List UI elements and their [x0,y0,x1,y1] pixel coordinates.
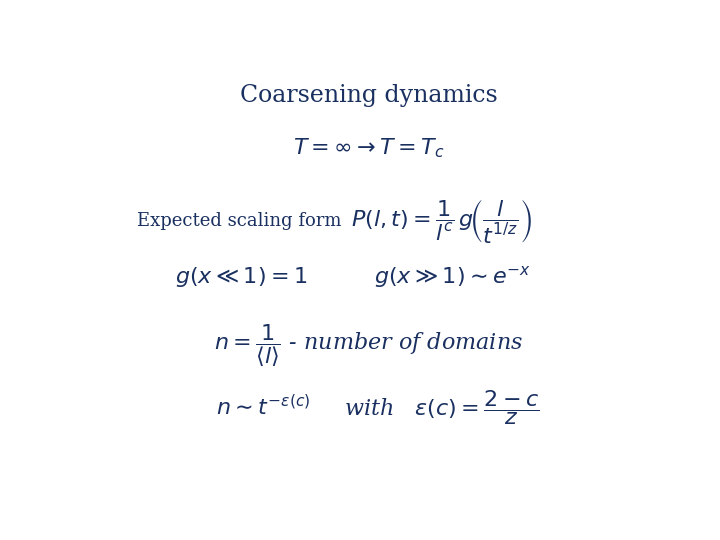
Text: $n{\sim}t^{-\varepsilon(c)}$: $n{\sim}t^{-\varepsilon(c)}$ [216,395,310,421]
Text: Coarsening dynamics: Coarsening dynamics [240,84,498,106]
Text: with   $\varepsilon(c) = \dfrac{2-c}{z}$: with $\varepsilon(c) = \dfrac{2-c}{z}$ [344,388,539,427]
Text: Expected scaling form: Expected scaling form [138,212,342,230]
Text: $T = \infty \rightarrow T = T_c$: $T = \infty \rightarrow T = T_c$ [293,136,445,160]
Text: $g(x \gg 1){\sim}e^{-x}$: $g(x \gg 1){\sim}e^{-x}$ [374,264,531,290]
Text: $P(l,t) = \dfrac{1}{l^c}\,g\!\left(\dfrac{l}{t^{1/z}}\right)$: $P(l,t) = \dfrac{1}{l^c}\,g\!\left(\dfra… [351,197,532,245]
Text: $n = \dfrac{1}{\langle l \rangle}$ - number of domains: $n = \dfrac{1}{\langle l \rangle}$ - num… [215,322,523,369]
Text: $g(x \ll 1) = 1$: $g(x \ll 1) = 1$ [174,265,307,289]
